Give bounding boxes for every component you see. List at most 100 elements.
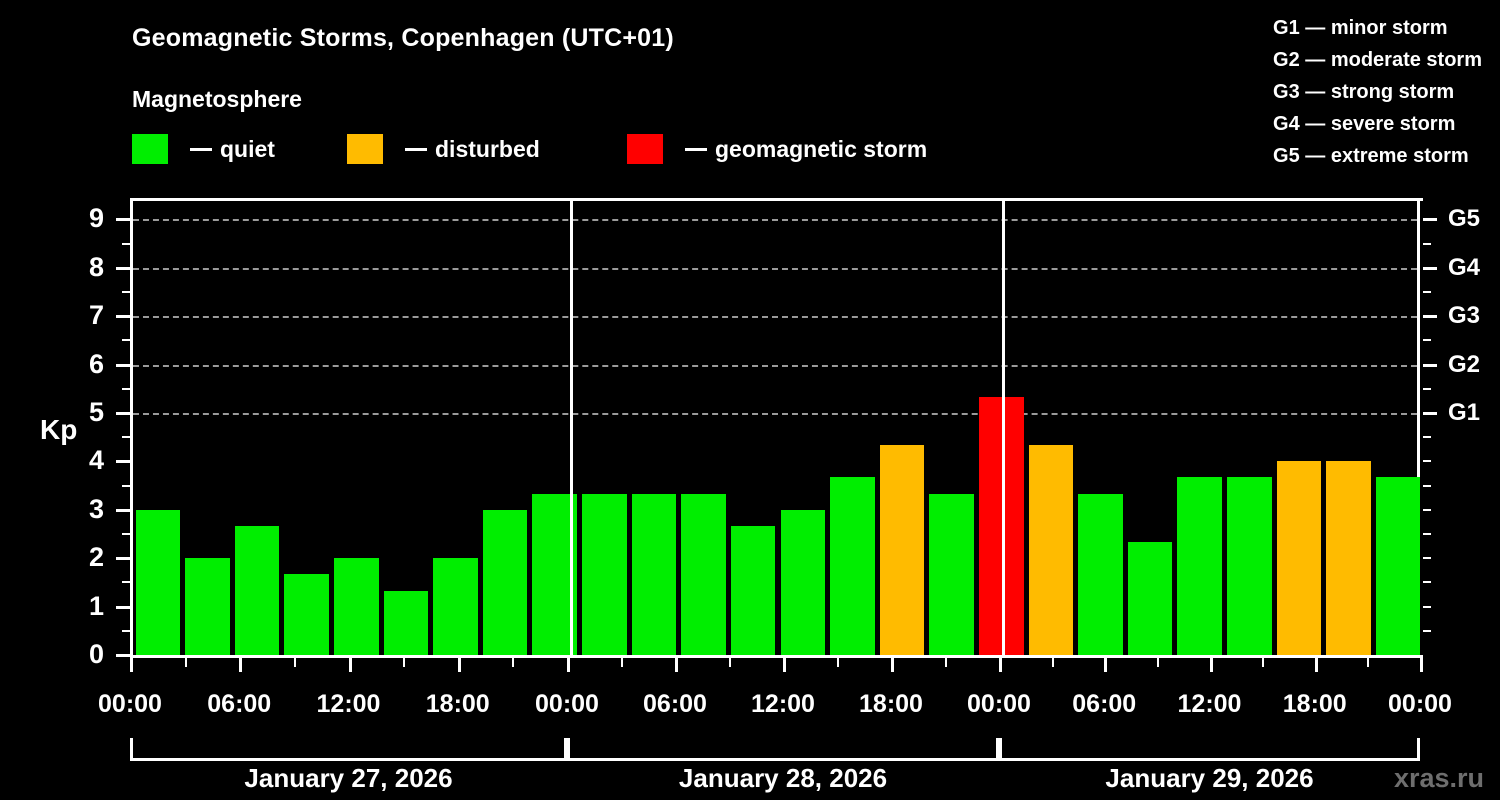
day-separator-1 — [570, 200, 573, 655]
legend-item-quiet: quiet — [132, 134, 275, 164]
g-scale-row: G1 — minor storm — [1273, 17, 1448, 39]
x-tick-label: 12:00 — [1177, 690, 1242, 718]
g-tick-label: G1 — [1448, 398, 1481, 426]
g-tick-minor — [1423, 557, 1431, 560]
watermark: xras.ru — [1393, 763, 1484, 793]
x-tick-mark — [1104, 658, 1108, 672]
bar-kp — [929, 493, 974, 655]
bar-kp — [383, 590, 429, 655]
day-bracket-cap-left — [567, 738, 570, 761]
legend-label: geomagnetic storm — [715, 135, 928, 162]
x-tick-label: 06:00 — [207, 690, 272, 718]
y-tick-minor — [122, 629, 130, 632]
x-tick-minor — [837, 658, 839, 667]
g-scale-row: G4 — severe storm — [1273, 113, 1456, 135]
day-bracket: January 27, 2026 — [130, 738, 567, 793]
y-tick-label: 4 — [88, 445, 104, 476]
x-tick-mark — [783, 658, 786, 672]
x-tick-minor — [945, 658, 947, 667]
y-tick-label: 5 — [88, 396, 104, 427]
g-tick-mark — [1423, 266, 1437, 270]
day-bracket: January 29, 2026 — [999, 738, 1420, 793]
y-tick-label: 9 — [88, 203, 104, 234]
x-tick-minor — [621, 658, 623, 667]
g-tick-minor — [1423, 436, 1431, 439]
x-tick-mark — [457, 658, 461, 672]
y-tick-minor — [122, 532, 130, 535]
bar-kp — [879, 445, 925, 655]
bar-kp — [185, 558, 230, 655]
y-tick-mark — [116, 363, 130, 367]
day-bracket-line — [567, 758, 999, 761]
g-tick-minor — [1423, 581, 1431, 584]
legend-dash-icon — [405, 147, 427, 151]
legend-label: disturbed — [435, 135, 540, 162]
g-tick-minor — [1423, 460, 1431, 463]
g-tick-label: G5 — [1448, 205, 1481, 233]
day-bracket-cap-left — [130, 738, 133, 761]
y-tick-minor — [122, 436, 130, 439]
page-title: Geomagnetic Storms, Copenhagen (UTC+01) — [132, 24, 674, 52]
x-tick-mark — [675, 658, 678, 672]
legend-label: quiet — [220, 135, 275, 162]
bar-kp — [1375, 477, 1421, 655]
g-tick-mark — [1423, 218, 1437, 222]
bar-kp — [482, 509, 528, 655]
y-tick-label: 2 — [88, 542, 104, 573]
bar-kp — [284, 574, 329, 655]
g-tick-minor — [1423, 484, 1431, 487]
x-tick-minor — [184, 658, 187, 667]
day-separator-2 — [1002, 200, 1005, 655]
bar-series — [133, 200, 1421, 655]
y-axis-label: Kp — [40, 414, 78, 445]
x-tick-minor — [1051, 658, 1054, 667]
x-tick-mark — [130, 658, 133, 672]
bar-kp — [1127, 542, 1173, 655]
x-tick-label: 12:00 — [751, 690, 815, 718]
g-tick-label: G4 — [1448, 253, 1481, 281]
y-tick-mark — [116, 460, 130, 464]
day-label: January 28, 2026 — [678, 763, 888, 793]
y-tick-label: 8 — [88, 251, 104, 282]
bar-kp — [532, 493, 578, 655]
x-tick-label: 18:00 — [1282, 690, 1347, 718]
y-tick-label: 0 — [88, 639, 104, 669]
x-tick-label: 06:00 — [643, 690, 707, 718]
g-tick-minor — [1423, 290, 1431, 293]
bar-kp — [1227, 477, 1272, 655]
y-tick-mark — [116, 266, 130, 270]
chart-plot-area — [130, 200, 1421, 655]
x-tick-mark — [891, 658, 894, 672]
g-tick-label: G2 — [1448, 350, 1481, 378]
g-tick-minor — [1423, 242, 1431, 245]
bar-kp — [333, 558, 379, 655]
bar-kp — [582, 493, 627, 655]
y-tick-mark — [116, 557, 130, 561]
g-tick-minor — [1423, 387, 1431, 390]
y-tick-mark — [116, 411, 130, 415]
x-tick-mark — [1209, 658, 1213, 672]
day-bracket-line — [999, 758, 1420, 761]
plot-bottom-border — [130, 655, 1423, 658]
bar-kp — [978, 397, 1024, 655]
chart-subtitle: Magnetosphere — [132, 86, 302, 112]
bar-kp — [1177, 477, 1223, 655]
y-tick-minor — [122, 387, 130, 390]
x-tick-label: 00:00 — [535, 690, 599, 718]
g-tick-minor — [1423, 532, 1431, 535]
gridline-kp-7 — [133, 316, 1417, 319]
bar-kp — [433, 558, 478, 655]
x-tick-mark — [239, 658, 243, 672]
legend-swatch-geomagnetic-storm-icon — [627, 134, 663, 164]
legend-item-geomagnetic-storm: geomagnetic storm — [627, 134, 927, 164]
legend-swatch-quiet-icon — [132, 134, 168, 164]
legend-item-disturbed: disturbed — [347, 134, 540, 164]
day-bracket-line — [130, 758, 567, 761]
x-tick-mark — [567, 658, 570, 672]
gridline-kp-8 — [133, 267, 1417, 270]
bar-kp — [1078, 493, 1123, 655]
x-tick-minor — [1367, 658, 1370, 667]
bar-kp — [631, 493, 677, 655]
y-tick-minor — [122, 290, 130, 293]
bar-kp — [780, 509, 826, 655]
